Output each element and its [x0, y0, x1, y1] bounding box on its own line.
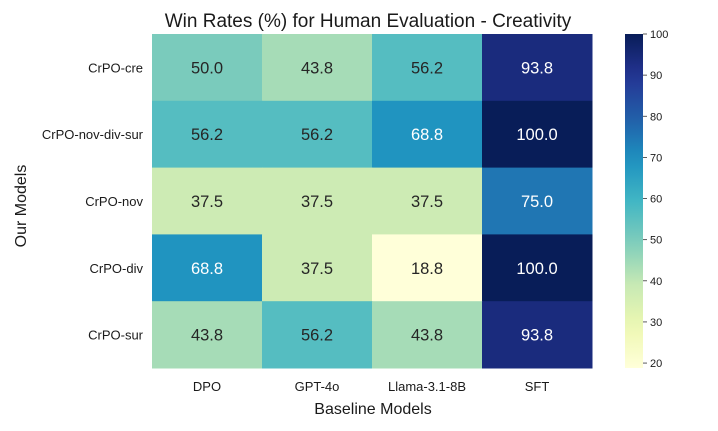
colorbar-ticks: 20 30 40 50 60 70 80 90 100 [643, 29, 668, 370]
heatmap-cells [152, 34, 593, 369]
column-label: Llama-3.1-8B [388, 379, 466, 394]
colorbar-tick-label: 30 [650, 317, 662, 329]
cell-value-label: 37.5 [191, 193, 223, 211]
heatmap-cell [372, 234, 483, 302]
heatmap-cell [152, 34, 263, 102]
cell-value-label: 50.0 [191, 59, 223, 77]
column-label: GPT-4o [295, 379, 340, 394]
chart-title: Win Rates (%) for Human Evaluation - Cre… [165, 11, 572, 32]
cell-value-label: 56.2 [191, 126, 223, 144]
heatmap-cell [372, 301, 483, 369]
cell-value-label: 43.8 [301, 59, 333, 77]
colorbar-tick-label: 50 [650, 235, 662, 247]
cell-value-label: 37.5 [301, 193, 333, 211]
cell-value-label: 68.8 [411, 126, 443, 144]
colorbar-tick-label: 40 [650, 276, 662, 288]
row-label: CrPO-sur [88, 328, 144, 343]
row-labels: CrPO-cre CrPO-nov-div-sur CrPO-nov CrPO-div… [42, 60, 144, 342]
heatmap-cell [482, 100, 593, 169]
row-label: CrPO-nov [85, 194, 143, 209]
heatmap-cell [262, 301, 373, 369]
heatmap-cell [262, 100, 373, 169]
column-labels: DPO GPT-4o Llama-3.1-8B SFT [193, 379, 549, 394]
cell-value-label: 18.8 [411, 260, 443, 278]
colorbar [625, 34, 643, 368]
colorbar-tick-label: 60 [650, 194, 662, 206]
x-axis-label: Baseline Models [314, 401, 431, 418]
cell-value-label: 56.2 [411, 59, 443, 77]
cell-value-label: 43.8 [411, 327, 443, 345]
y-axis-label: Our Models [13, 165, 30, 248]
heatmap-cell [152, 167, 263, 235]
colorbar-tick-label: 100 [650, 29, 668, 41]
heatmap-cell [372, 167, 483, 235]
column-label: SFT [525, 379, 550, 394]
heatmap-cell [262, 234, 373, 302]
cell-value-label: 56.2 [301, 327, 333, 345]
row-label: CrPO-nov-div-sur [42, 127, 144, 142]
cell-value-label: 68.8 [191, 260, 223, 278]
cell-value-label: 100.0 [516, 260, 557, 278]
cell-value-label: 75.0 [521, 193, 553, 211]
heatmap-cell [152, 234, 263, 302]
cell-value-label: 93.8 [521, 327, 553, 345]
column-label: DPO [193, 379, 221, 394]
heatmap-cell [482, 234, 593, 302]
row-label: CrPO-div [90, 261, 144, 276]
heatmap-cell [482, 301, 593, 369]
heatmap-cell [262, 34, 373, 102]
colorbar-tick-label: 90 [650, 70, 662, 82]
heatmap-cell [152, 301, 263, 369]
heatmap-cell [262, 167, 373, 235]
heatmap-cell [152, 100, 263, 169]
heatmap-cell [372, 100, 483, 169]
colorbar-tick-label: 20 [650, 358, 662, 370]
cell-value-label: 37.5 [411, 193, 443, 211]
colorbar-tick-label: 80 [650, 111, 662, 123]
row-label: CrPO-cre [88, 60, 143, 75]
cell-value-label: 100.0 [516, 126, 557, 144]
heatmap-cell [482, 34, 593, 102]
cell-value-label: 37.5 [301, 260, 333, 278]
heatmap-cell [372, 34, 483, 102]
cell-value-label: 56.2 [301, 126, 333, 144]
cell-value-label: 93.8 [521, 59, 553, 77]
heatmap-cell [482, 167, 593, 235]
cell-value-label: 43.8 [191, 327, 223, 345]
heatmap-cell-labels: 50.0 43.8 56.2 93.8 56.2 56.2 68.8 100.0 37.5 37.… [191, 59, 558, 344]
colorbar-tick-label: 70 [650, 152, 662, 164]
